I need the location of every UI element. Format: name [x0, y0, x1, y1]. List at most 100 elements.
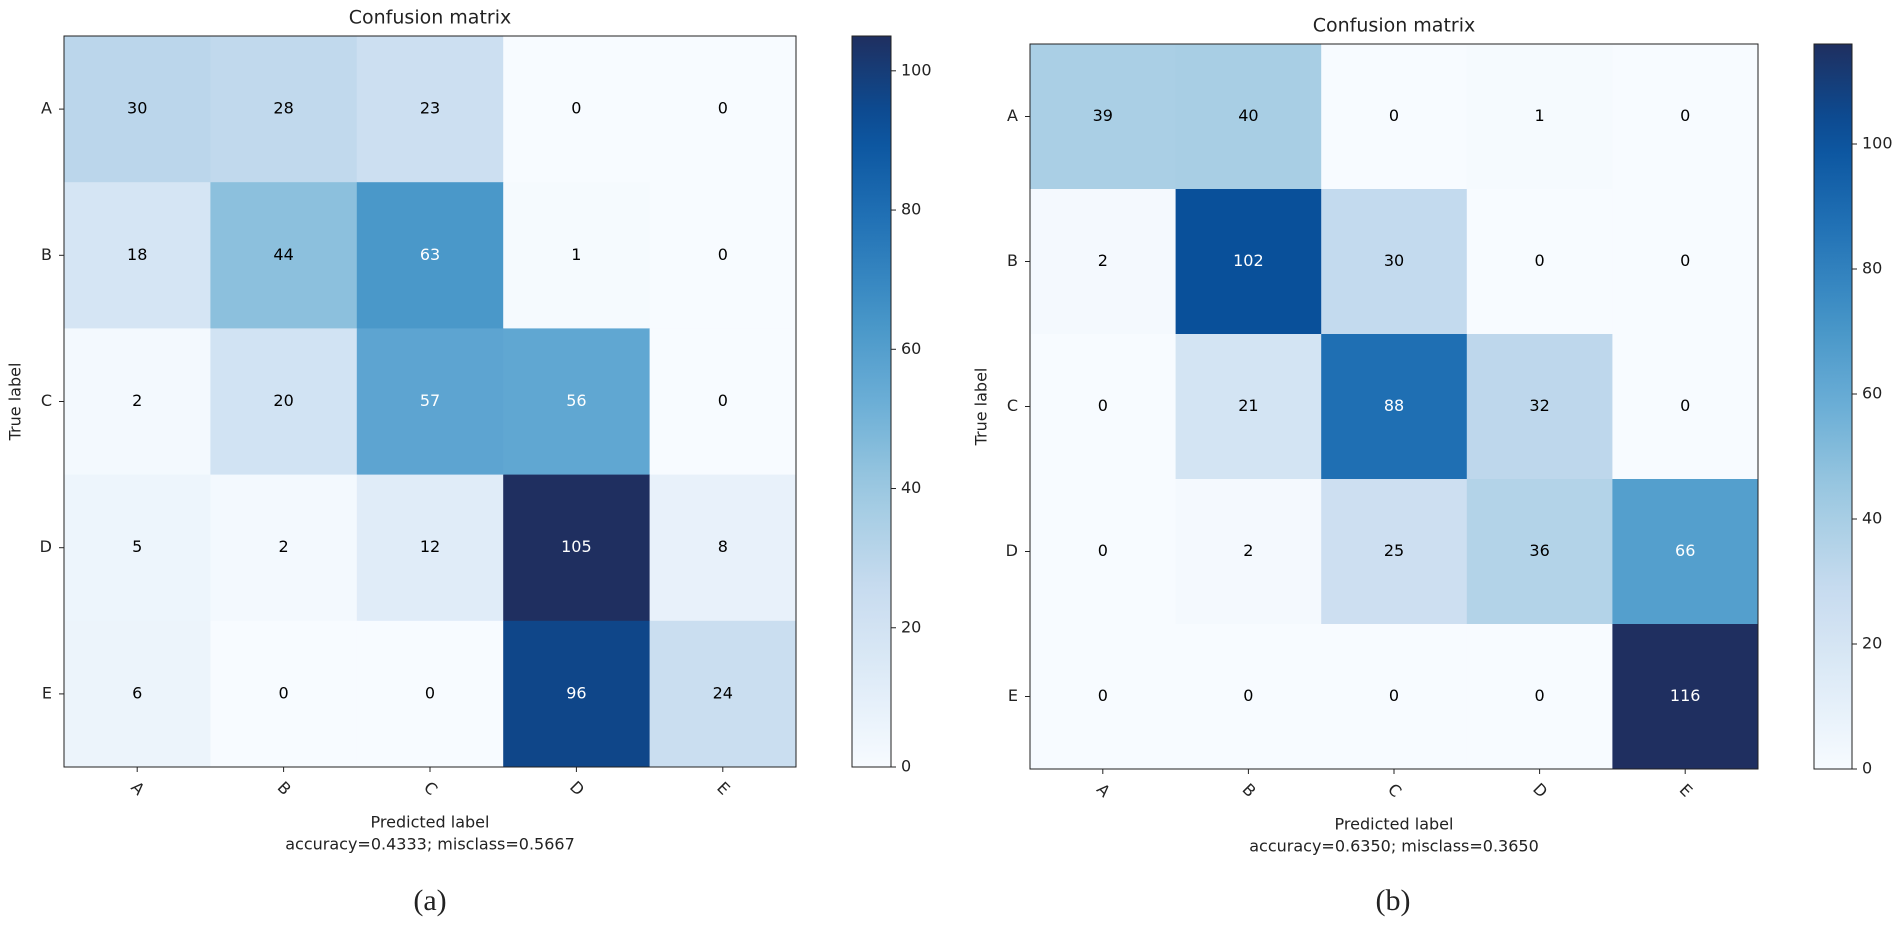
cell-label: 39 [1093, 106, 1113, 125]
heatmap-cell [210, 36, 358, 183]
colorbar-tick-label: 0 [901, 757, 911, 776]
cell-label: 12 [420, 537, 440, 556]
y-tick-label: E [1008, 686, 1018, 705]
heatmap-cell [64, 36, 211, 183]
y-tick-label: A [1007, 106, 1018, 125]
cell-label: 32 [1529, 396, 1549, 415]
cell-label: 56 [566, 391, 586, 410]
x-tick-label: E [713, 778, 734, 799]
y-tick-label: C [41, 391, 52, 410]
cell-label: 2 [1098, 251, 1108, 270]
heatmap-cell [1466, 624, 1613, 770]
cell-label: 63 [420, 245, 440, 264]
cell-label: 1 [571, 245, 581, 264]
heatmap-cell [1030, 189, 1177, 335]
heatmap-cell [503, 36, 651, 183]
heatmap-cell [649, 474, 797, 622]
cell-label: 24 [713, 683, 733, 702]
y-tick-label: E [42, 683, 52, 702]
cell-label: 0 [1680, 251, 1690, 270]
colorbar-tick-label: 60 [1862, 384, 1882, 403]
cell-label: 0 [718, 99, 728, 118]
cell-label: 96 [566, 683, 586, 702]
colorbar-tick-label: 40 [901, 478, 921, 497]
y-tick-label: C [1007, 396, 1018, 415]
colorbar-tick-label: 100 [1862, 134, 1893, 153]
heatmap-cell [210, 474, 358, 622]
y-tick-label: B [41, 245, 52, 264]
cell-label: 2 [279, 537, 289, 556]
x-tick-label: C [1384, 780, 1405, 801]
cell-label: 102 [1233, 251, 1264, 270]
x-tick-label: B [1239, 780, 1260, 801]
heatmap-cell [503, 182, 651, 329]
cell-label: 116 [1670, 686, 1701, 705]
x-tick-label: A [127, 778, 148, 799]
cell-label: 0 [718, 245, 728, 264]
cell-label: 18 [127, 245, 147, 264]
x-axis-label: Predicted label [1335, 815, 1454, 834]
cell-label: 0 [1098, 686, 1108, 705]
cell-label: 0 [1389, 686, 1399, 705]
heatmap-cell [210, 328, 358, 476]
heatmap-cell [64, 182, 211, 329]
x-tick-label: E [1676, 780, 1697, 801]
cell-label: 1 [1535, 106, 1545, 125]
cell-label: 21 [1238, 396, 1258, 415]
colorbar-tick-label: 0 [1862, 759, 1872, 778]
cell-label: 28 [273, 99, 293, 118]
cell-label: 0 [571, 99, 581, 118]
cell-label: 0 [1098, 396, 1108, 415]
heatmap-cell [1321, 479, 1468, 625]
cell-label: 36 [1529, 541, 1549, 560]
cell-label: 23 [420, 99, 440, 118]
cell-label: 0 [1535, 251, 1545, 270]
cell-label: 105 [561, 537, 592, 556]
heatmap-cell [1612, 334, 1759, 480]
heatmap-cell [1612, 624, 1759, 770]
accuracy-note: accuracy=0.6350; misclass=0.3650 [1249, 837, 1539, 856]
cell-label: 0 [425, 683, 435, 702]
cell-label: 0 [1535, 686, 1545, 705]
heatmap-cell [1466, 479, 1613, 625]
heatmap-cell [1030, 44, 1177, 190]
colorbar-tick-label: 20 [1862, 634, 1882, 653]
y-tick-label: A [41, 99, 52, 118]
heatmap-cell [356, 474, 504, 622]
heatmap-cell [1321, 334, 1468, 480]
heatmap-cell [649, 182, 797, 329]
heatmap-cell [649, 328, 797, 476]
caption: (a) [413, 884, 446, 917]
cell-label: 0 [1680, 106, 1690, 125]
colorbar-tick-label: 100 [901, 60, 932, 79]
heatmap-cell [1612, 479, 1759, 625]
chart-title: Confusion matrix [349, 7, 511, 29]
heatmap-cell [1466, 44, 1613, 190]
x-tick-label: A [1093, 780, 1114, 801]
heatmap-cell [64, 474, 211, 622]
heatmap-cell [1612, 44, 1759, 190]
caption: (b) [1376, 884, 1411, 917]
heatmap-cell [1175, 334, 1322, 480]
heatmap-cell [64, 620, 211, 768]
heatmap-cell [503, 620, 651, 768]
colorbar-tick-label: 80 [1862, 259, 1882, 278]
cell-label: 57 [420, 391, 440, 410]
x-axis-label: Predicted label [371, 813, 490, 832]
colorbar-tick-label: 20 [901, 617, 921, 636]
heatmap-cell [356, 328, 504, 476]
heatmap-cell [356, 36, 504, 183]
heatmap-cell [1030, 479, 1177, 625]
cell-label: 6 [132, 683, 142, 702]
x-tick-label: D [566, 777, 588, 799]
y-tick-label: D [1006, 541, 1018, 560]
cell-label: 44 [273, 245, 293, 264]
heatmap-cell [1321, 624, 1468, 770]
colorbar-tick-label: 80 [901, 200, 921, 219]
cell-label: 0 [279, 683, 289, 702]
colorbar [851, 35, 892, 768]
cell-label: 25 [1384, 541, 1404, 560]
heatmap-cell [1321, 44, 1468, 190]
heatmap-cell [1175, 44, 1322, 190]
